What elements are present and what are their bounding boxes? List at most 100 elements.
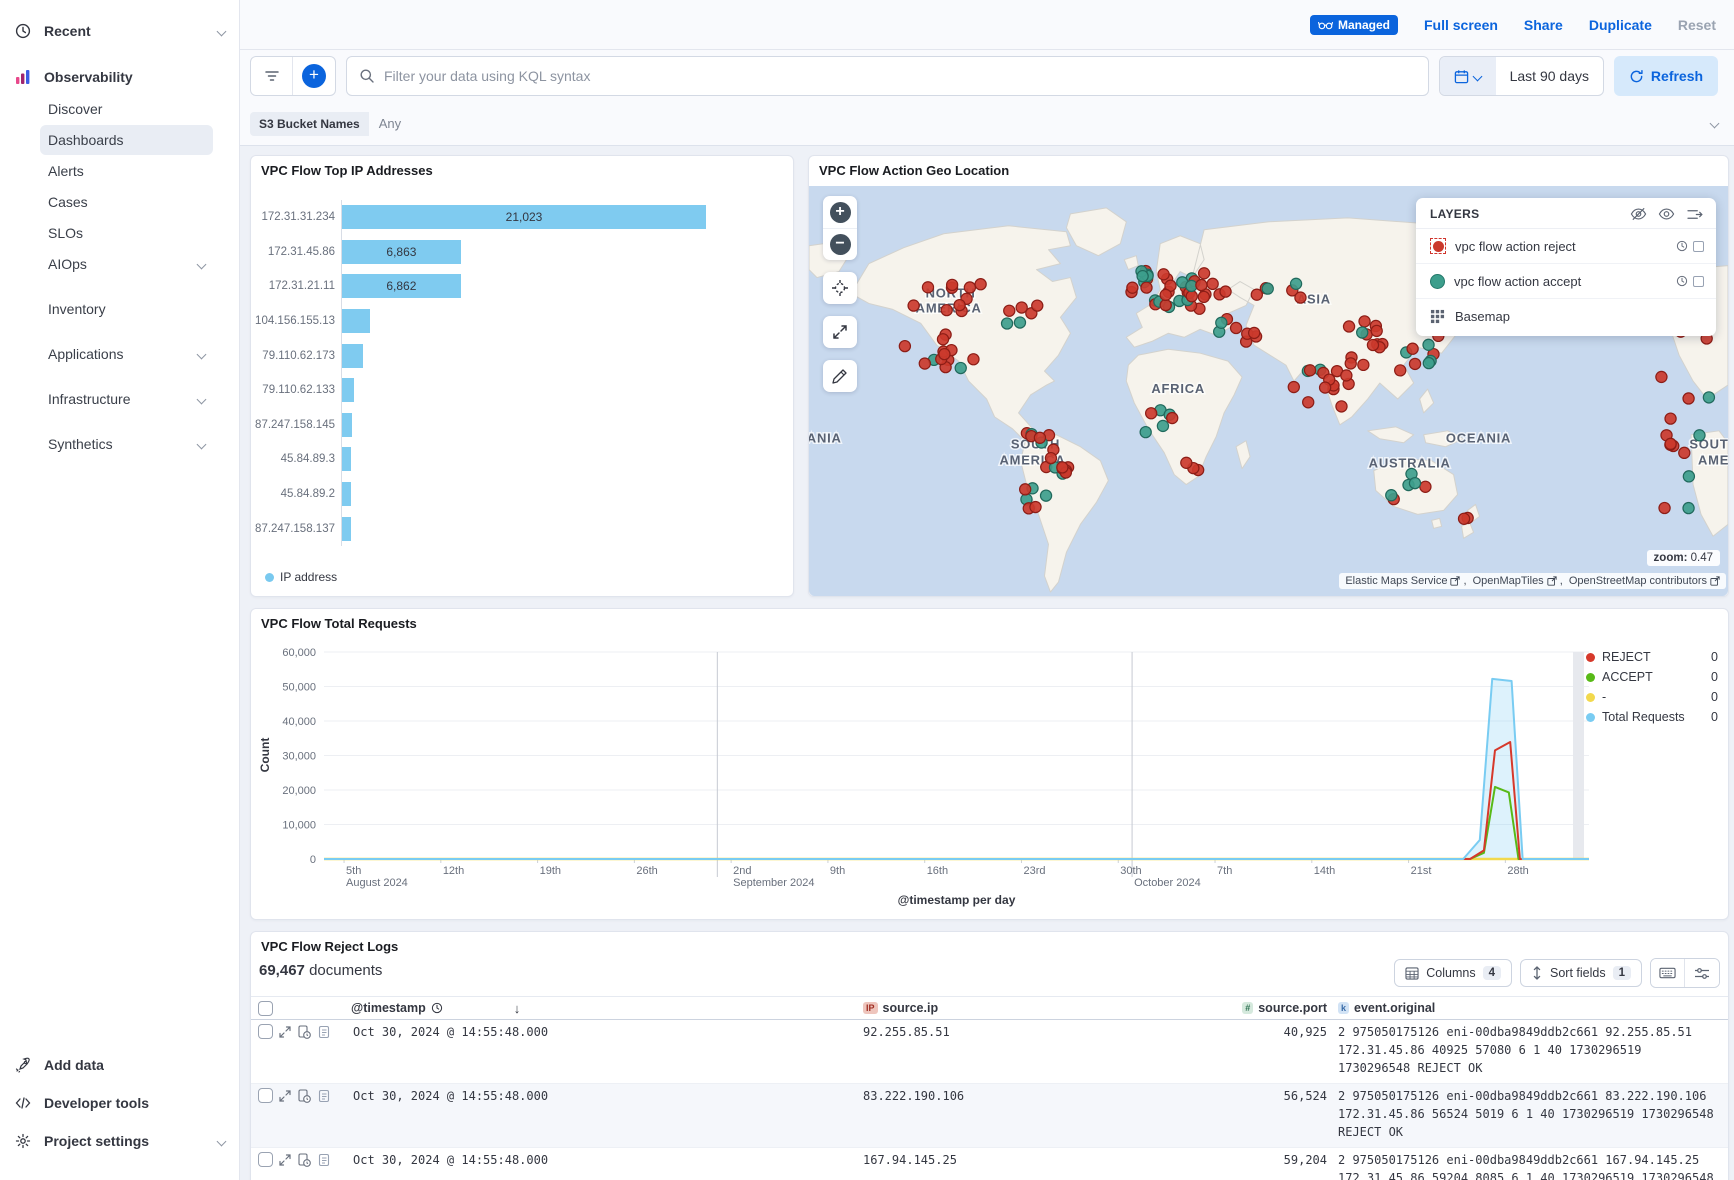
kql-search-input[interactable] [384, 68, 1416, 84]
view-document-button[interactable] [317, 1025, 331, 1039]
map-zoom-level: zoom: 0.47 [1646, 550, 1720, 566]
map-tools-button[interactable] [823, 360, 857, 392]
requests-chart: 0 10,000 20,000 30,000 40,000 50,000 60,000 5th… [251, 609, 1601, 924]
surrounding-documents-button[interactable] [297, 1025, 311, 1039]
sort-descending-icon[interactable]: ↓ [513, 1000, 521, 1016]
columns-button[interactable]: Columns 4 [1394, 959, 1512, 987]
keyboard-shortcuts-button[interactable] [1651, 959, 1685, 987]
indent-arrow-icon [1686, 209, 1703, 219]
map-fit-control [823, 272, 857, 304]
s3-bucket-names-control-value[interactable]: Any [378, 116, 402, 131]
sidebar-item-cases[interactable]: Cases [40, 187, 213, 217]
time-range-value[interactable]: Last 90 days [1509, 68, 1589, 84]
ip-bar[interactable]: 6,863 [342, 239, 461, 264]
view-document-button[interactable] [317, 1089, 331, 1103]
sidebar-item-inventory[interactable]: Inventory [40, 294, 213, 324]
reset-button[interactable]: Reset [1677, 16, 1716, 33]
legend-item-reject[interactable]: REJECT 0 [1586, 647, 1718, 667]
sidebar-item-observability[interactable]: Observability [0, 62, 239, 92]
managed-badge[interactable]: Managed [1309, 14, 1398, 35]
chevron-down-icon[interactable] [1709, 118, 1720, 129]
ip-bar[interactable] [342, 516, 351, 541]
expand-row-button[interactable] [279, 1154, 291, 1166]
layer-checkbox[interactable] [1693, 240, 1704, 252]
sidebar-item-applications[interactable]: Applications [40, 339, 213, 369]
svg-text:21st: 21st [1411, 865, 1432, 877]
ip-bar[interactable]: 21,023 [342, 205, 706, 230]
layer-row-basemap[interactable]: Basemap [1416, 299, 1716, 334]
column-header-source-port[interactable]: # source.port [1163, 1001, 1333, 1015]
row-checkbox[interactable] [251, 1020, 279, 1039]
ip-bar[interactable] [342, 447, 351, 472]
duplicate-button[interactable]: Duplicate [1588, 16, 1652, 33]
sidebar-item-discover[interactable]: Discover [40, 94, 213, 124]
attribution-link[interactable]: Elastic Maps Service [1345, 575, 1461, 587]
sidebar-item-add-data[interactable]: Add data [0, 1050, 239, 1080]
expand-row-button[interactable] [279, 1026, 291, 1038]
column-header-timestamp[interactable]: @timestamp ↓ [351, 1000, 521, 1016]
sidebar-item-project-settings[interactable]: Project settings [0, 1126, 239, 1156]
svg-text:0: 0 [310, 854, 316, 866]
layer-row-reject[interactable]: vpc flow action reject [1416, 229, 1716, 264]
sidebar-item-aiops[interactable]: AIOps [40, 249, 213, 279]
expand-row-button[interactable] [279, 1090, 291, 1102]
attribution-link[interactable]: OpenStreetMap contributors [1569, 575, 1720, 587]
cell-source-port: 56,524 [1283, 1089, 1327, 1103]
sidebar-item-recent[interactable]: Recent [0, 16, 239, 46]
map-fit-bounds-button[interactable] [823, 272, 857, 304]
sort-fields-button[interactable]: Sort fields 1 [1520, 959, 1642, 987]
ip-bar[interactable] [342, 343, 363, 368]
ip-bar[interactable]: 6,862 [342, 274, 461, 299]
ip-bar[interactable] [342, 412, 352, 437]
column-header-event-original[interactable]: k event.original [1333, 1001, 1728, 1015]
filter-menu-button[interactable] [251, 57, 293, 95]
hide-all-layers-button[interactable] [1628, 207, 1648, 221]
cell-timestamp: Oct 30, 2024 @ 14:55:48.000 [353, 1153, 549, 1167]
ip-chart-legend[interactable]: IP address [265, 570, 337, 584]
surrounding-documents-button[interactable] [297, 1089, 311, 1103]
add-filter-button[interactable]: + [293, 64, 335, 88]
sidebar-item-slos[interactable]: SLOs [40, 218, 213, 248]
map-zoom-out-button[interactable]: − [823, 228, 857, 260]
sidebar-item-dashboards[interactable]: Dashboards [40, 125, 213, 155]
attribution-link[interactable]: OpenMapTiles [1473, 575, 1557, 587]
layer-row-accept[interactable]: vpc flow action accept [1416, 264, 1716, 299]
column-header-source-ip[interactable]: IP source.ip [833, 1001, 1163, 1015]
row-checkbox[interactable] [251, 1084, 279, 1103]
chevron-down-icon [1472, 71, 1483, 81]
s3-bucket-names-control-label[interactable]: S3 Bucket Names [250, 111, 369, 136]
sidebar-item-alerts[interactable]: Alerts [40, 156, 213, 186]
legend-item-total-requests[interactable]: Total Requests 0 [1586, 707, 1718, 727]
map-expand-button[interactable] [823, 316, 857, 348]
clock-icon [1676, 240, 1688, 252]
share-button[interactable]: Share [1523, 16, 1563, 33]
ip-bar-category: 79.110.62.133 [262, 384, 335, 397]
legend-label: Total Requests [1602, 710, 1685, 724]
refresh-button[interactable]: Refresh [1614, 56, 1718, 96]
legend-item--[interactable]: -0 [1586, 687, 1718, 707]
sidebar-item-synthetics[interactable]: Synthetics [40, 429, 213, 459]
layer-checkbox[interactable] [1693, 275, 1704, 287]
show-all-layers-button[interactable] [1656, 207, 1676, 221]
ip-bar-category: 87.247.158.137 [255, 522, 335, 535]
surrounding-documents-button[interactable] [297, 1153, 311, 1167]
row-actions [279, 1020, 351, 1039]
date-picker-calendar-button[interactable] [1439, 57, 1496, 95]
surrounding-documents-icon [298, 1025, 311, 1039]
sidebar-item-developer-tools[interactable]: Developer tools [0, 1088, 239, 1118]
map-zoom-in-button[interactable]: + [823, 196, 857, 228]
chevron-down-icon [196, 394, 207, 404]
collapse-layers-button[interactable] [1684, 208, 1704, 221]
legend-item-accept[interactable]: ACCEPT 0 [1586, 667, 1718, 687]
geo-map[interactable]: NORTHAMERICASOUTHAMERICAAFRICAASIAOCEANI… [809, 186, 1728, 596]
full-screen-button[interactable]: Full screen [1424, 16, 1498, 33]
ip-bar[interactable] [342, 482, 351, 507]
ip-bar[interactable] [342, 378, 355, 403]
sidebar-item-infrastructure[interactable]: Infrastructure [40, 384, 213, 414]
display-options-button[interactable] [1685, 959, 1719, 987]
svg-text:10,000: 10,000 [282, 820, 316, 832]
view-document-button[interactable] [317, 1153, 331, 1167]
ip-bar[interactable] [342, 309, 370, 334]
row-checkbox[interactable] [251, 1148, 279, 1167]
select-all-checkbox[interactable] [251, 1000, 279, 1016]
